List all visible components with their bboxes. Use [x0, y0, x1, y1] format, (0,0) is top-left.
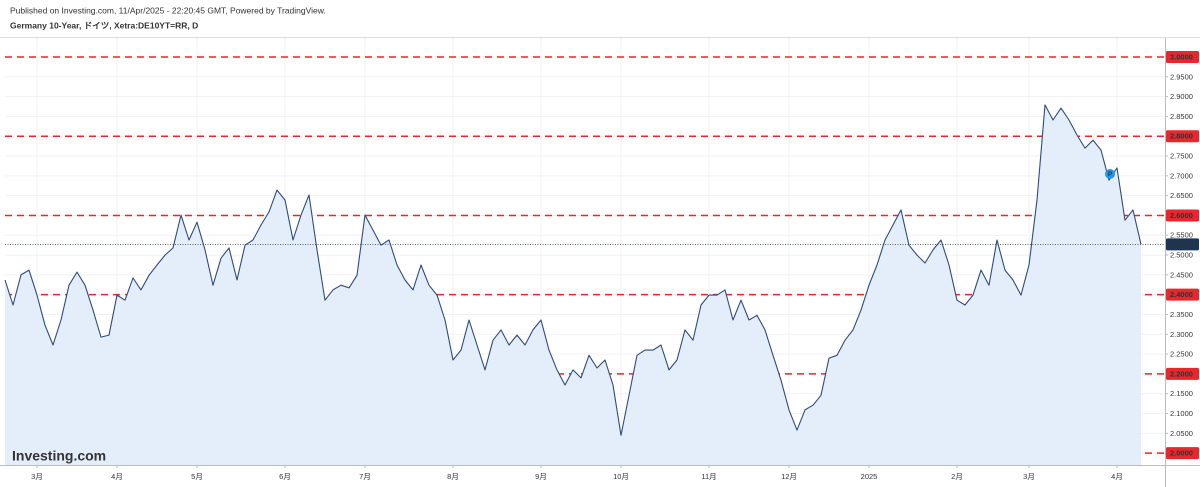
- y-tick-label: 2.7500: [1170, 152, 1193, 161]
- level-box: [1166, 447, 1199, 460]
- y-tick-label: 2.7000: [1170, 171, 1193, 180]
- x-tick-label: 7月: [359, 472, 371, 481]
- level-label: 2.8000: [1170, 132, 1193, 141]
- level-label: 2.2000: [1170, 369, 1193, 378]
- level-box: [1166, 288, 1199, 301]
- y-tick-label: 2.5500: [1170, 231, 1193, 240]
- x-tick-label: 3月: [1023, 472, 1035, 481]
- y-tick-label: 2.2500: [1170, 350, 1193, 359]
- y-tick-label: 2.9500: [1170, 72, 1193, 81]
- level-box: [1166, 367, 1199, 380]
- last-price-box: [1166, 238, 1199, 251]
- level-label: 2.6000: [1170, 211, 1193, 220]
- area-fill: [5, 104, 1141, 466]
- y-tick-label: 2.5000: [1170, 251, 1193, 260]
- x-tick-label: 10月: [613, 472, 629, 481]
- axes: 2.0000 2.0500 2.1000 2.1500 2.2000 2.2500 2.30…: [31, 51, 1199, 481]
- chart-subtitle: Published on Investing.com, 11/Apr/2025 …: [10, 5, 326, 15]
- x-tick-label: 4月: [1111, 472, 1123, 481]
- x-tick-label: 2月: [951, 472, 963, 481]
- level-label: 3.0000: [1170, 52, 1193, 61]
- annotation-marker: [1105, 169, 1115, 179]
- price-line: [4, 104, 1142, 436]
- x-tick-label: 5月: [191, 472, 203, 481]
- x-tick-label: 8月: [447, 472, 459, 481]
- y-tick-label: 2.9000: [1170, 92, 1193, 101]
- y-tick-label: 2.4500: [1170, 270, 1193, 279]
- x-tick-label: 3月: [31, 472, 43, 481]
- y-tick-label: 2.1000: [1170, 409, 1193, 418]
- x-tick-label: 6月: [279, 472, 291, 481]
- x-tick-label: 4月: [111, 472, 123, 481]
- y-tick-label: 2.3000: [1170, 330, 1193, 339]
- x-tick-label: 2025: [861, 472, 878, 481]
- x-tick-label: 11月: [701, 472, 716, 481]
- y-tick-label: 2.3500: [1170, 310, 1193, 319]
- x-tick-label: 9月: [535, 472, 547, 481]
- chart-title: Germany 10-Year, ドイツ, Xetra:DE10YT=RR, D: [10, 20, 198, 30]
- logo: Investing.com: [12, 448, 106, 464]
- level-label: 2.4000: [1170, 290, 1193, 299]
- plot: P: [4, 56, 1165, 466]
- y-tick-label: 2.6500: [1170, 191, 1193, 200]
- y-tick-label: 2.0500: [1170, 429, 1193, 438]
- level-box: [1166, 130, 1199, 143]
- x-tick-label: 12月: [781, 472, 797, 481]
- level-box: [1166, 209, 1199, 222]
- y-tick-label: 2.8500: [1170, 112, 1193, 121]
- level-box: [1166, 51, 1199, 64]
- annotation-label: P: [1108, 171, 1113, 178]
- level-label: 2.0000: [1170, 449, 1193, 458]
- y-tick-label: 2.1500: [1170, 389, 1193, 398]
- last-price-label: 2.5270: [1170, 240, 1193, 249]
